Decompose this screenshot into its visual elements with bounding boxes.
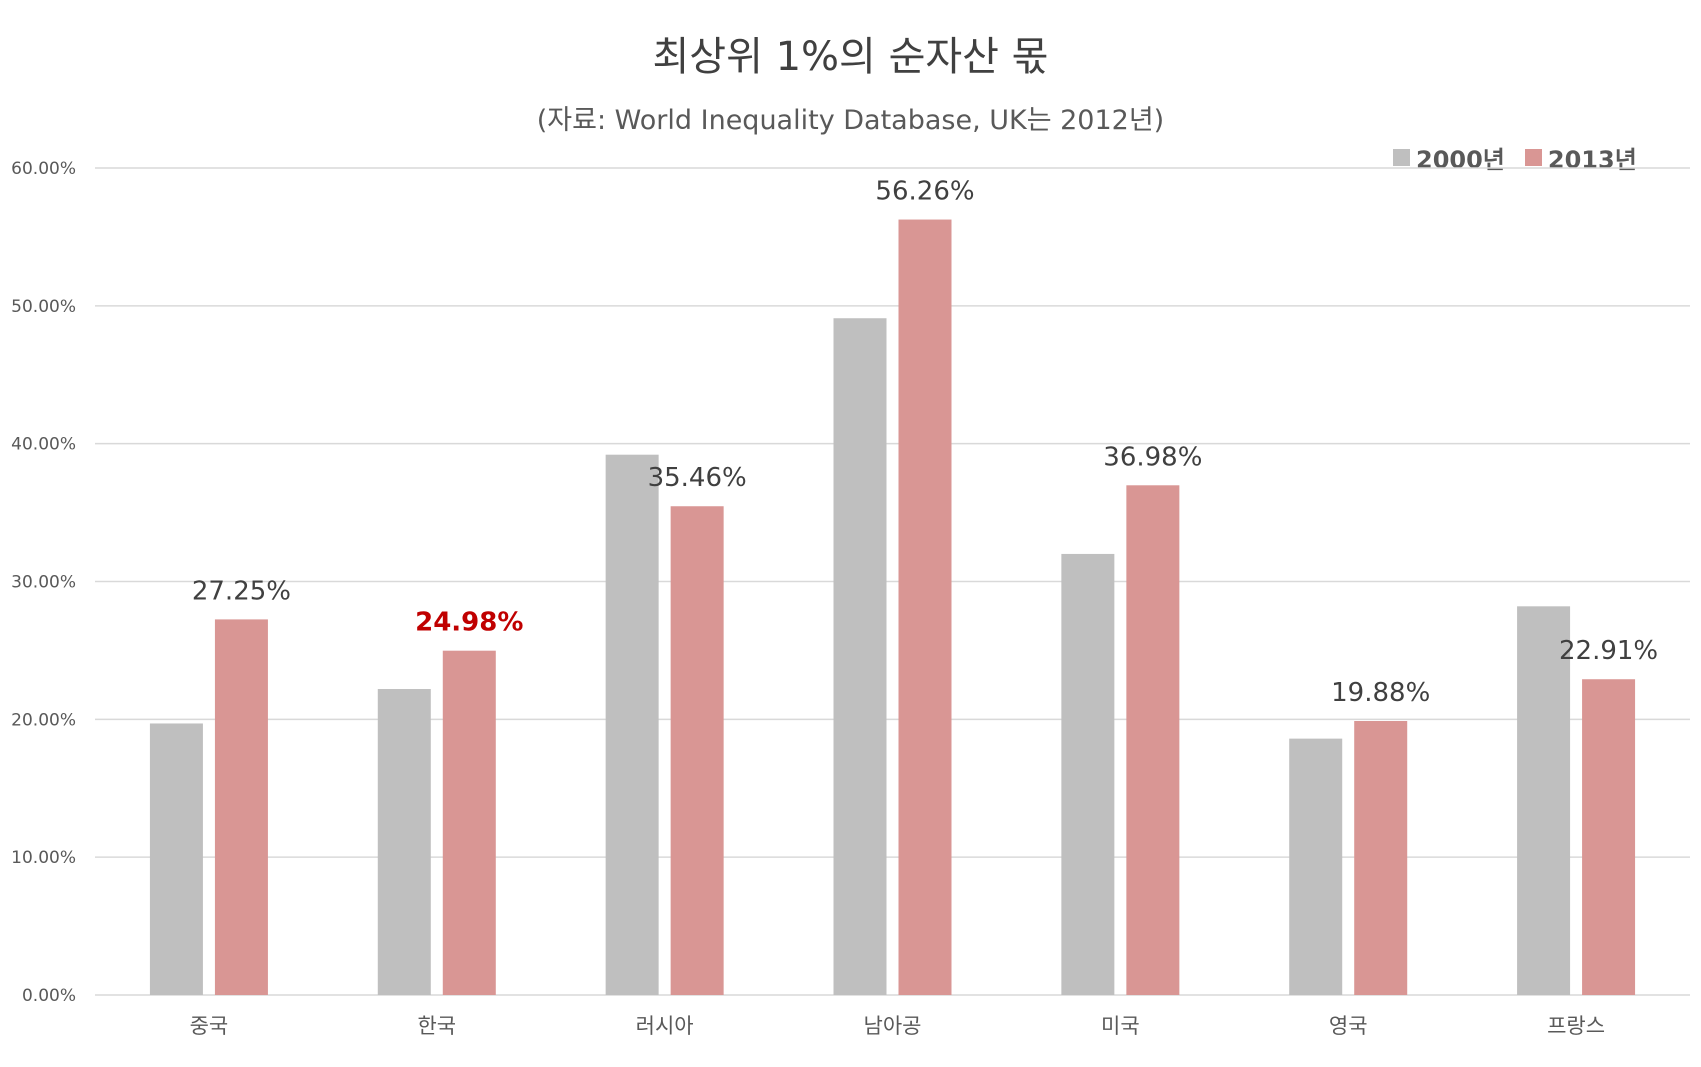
y-tick-label: 30.00% (11, 573, 76, 593)
legend-swatch-2013 (1524, 149, 1542, 166)
x-tick-label: 러시아 (636, 1014, 694, 1038)
x-axis-ticks: 중국 한국 러시아 남아공 미국 영국 프랑스 (190, 1014, 1605, 1038)
x-tick-label: 프랑스 (1547, 1014, 1605, 1038)
bar-2000-5 (1289, 738, 1343, 995)
data-label: 35.46% (648, 463, 747, 493)
x-tick-label: 미국 (1101, 1014, 1140, 1038)
legend: 2000년 2013년 (1393, 140, 1637, 175)
legend-item-2013: 2013년 (1524, 140, 1637, 175)
bar-2013-1 (442, 650, 496, 995)
y-tick-label: 60.00% (11, 159, 76, 179)
data-label: 19.88% (1331, 678, 1430, 708)
bar-2000-1 (377, 689, 431, 995)
data-label: 24.98% (415, 608, 523, 638)
legend-item-2000: 2000년 (1393, 140, 1505, 175)
x-tick-label: 남아공 (864, 1014, 922, 1038)
bar-2013-3 (898, 219, 952, 995)
data-label: 22.91% (1559, 636, 1658, 666)
x-tick-label: 중국 (190, 1014, 229, 1038)
legend-label-2000: 2000년 (1416, 146, 1505, 174)
y-axis-ticks: 0.00% 10.00% 20.00% 30.00% 40.00% 50.00% 60.00… (11, 159, 76, 1006)
y-tick-label: 40.00% (11, 435, 76, 455)
legend-label-2013: 2013년 (1547, 146, 1637, 174)
x-tick-label: 한국 (417, 1014, 456, 1038)
chart-subtitle: (자료: World Inequality Database, UK는 2012… (536, 105, 1165, 136)
data-label: 27.25% (192, 576, 291, 606)
y-tick-label: 20.00% (11, 710, 76, 730)
bar-2013-4 (1126, 485, 1180, 995)
bar-2013-2 (670, 506, 724, 995)
data-label: 36.98% (1103, 442, 1202, 472)
data-label: 56.26% (875, 177, 974, 207)
y-tick-label: 0.00% (22, 986, 76, 1006)
bar-2013-6 (1582, 679, 1636, 995)
bar-2013-0 (214, 619, 268, 995)
bar-2013-5 (1354, 720, 1408, 995)
bar-2000-6 (1517, 606, 1571, 995)
bar-2000-0 (149, 723, 203, 995)
bar-2000-3 (833, 318, 887, 995)
data-labels: 27.25% 24.98% 35.46% 56.26% 36.98% 19.88% 22.9… (192, 177, 1658, 708)
bar-2000-4 (1061, 553, 1115, 995)
bars (149, 219, 1636, 995)
x-tick-label: 영국 (1329, 1014, 1368, 1038)
legend-swatch-2000 (1393, 149, 1410, 166)
y-tick-label: 50.00% (11, 297, 76, 317)
chart-title: 최상위 1%의 순자산 몫 (652, 34, 1049, 80)
gridlines (95, 167, 1690, 996)
y-tick-label: 10.00% (11, 848, 76, 868)
bar-2000-2 (605, 454, 659, 995)
